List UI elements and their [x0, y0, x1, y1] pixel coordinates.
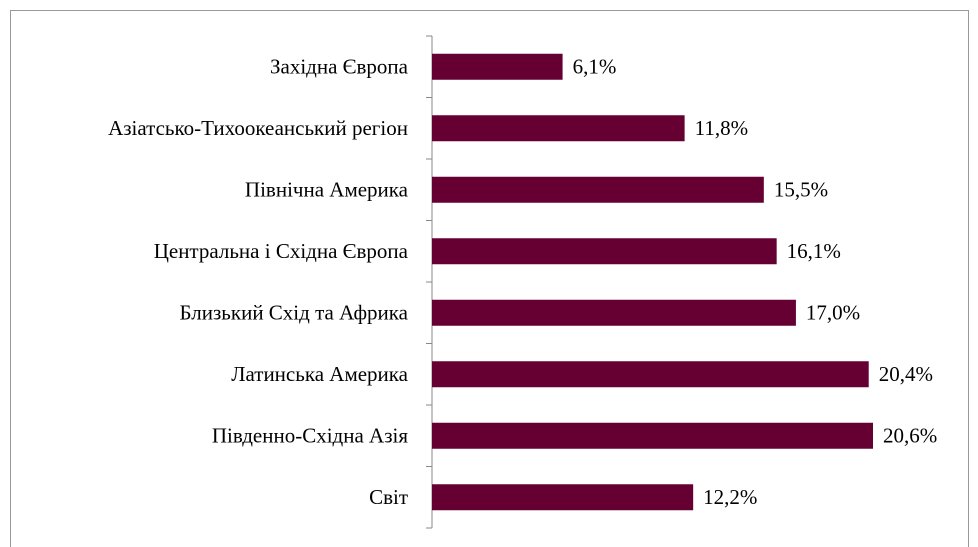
- category-label: Світ: [369, 485, 408, 509]
- category-label: Близький Схід та Африка: [180, 301, 409, 325]
- chart-frame: [10, 10, 969, 547]
- bar: [432, 422, 873, 449]
- category-label: Північна Америка: [245, 178, 409, 202]
- value-label: 20,6%: [883, 424, 937, 448]
- bar: [432, 115, 685, 142]
- value-label: 12,2%: [703, 485, 757, 509]
- bar: [432, 176, 764, 203]
- bar: [432, 484, 694, 511]
- value-label: 16,1%: [787, 239, 841, 263]
- category-label: Центральна і Східна Європа: [154, 239, 409, 263]
- bar: [432, 361, 869, 388]
- value-label: 20,4%: [879, 362, 933, 386]
- bar: [432, 238, 777, 265]
- category-label: Азіатсько-Тихоокеанський регіон: [108, 116, 408, 140]
- value-label: 15,5%: [774, 178, 828, 202]
- value-label: 17,0%: [806, 301, 860, 325]
- category-label: Західна Європа: [270, 55, 409, 79]
- category-label: Латинська Америка: [231, 362, 408, 386]
- value-label: 11,8%: [695, 116, 748, 140]
- bar: [432, 53, 563, 80]
- bar: [432, 299, 796, 326]
- value-label: 6,1%: [573, 55, 617, 79]
- category-label: Південно-Східна Азія: [212, 424, 408, 448]
